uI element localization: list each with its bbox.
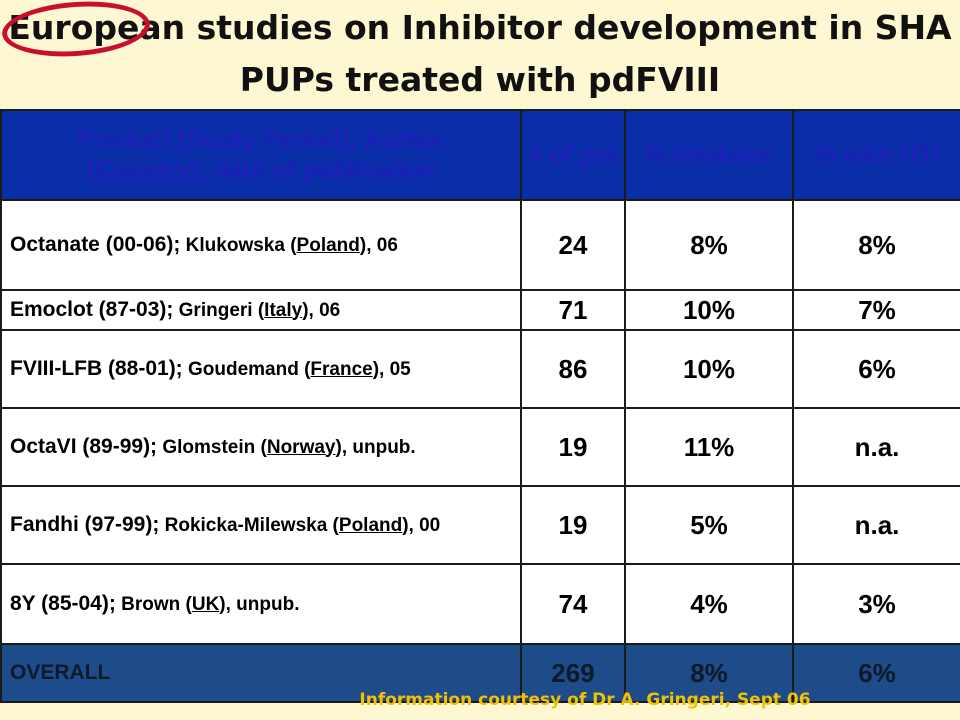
header-product: Product (Study Period); Author (Country),…: [0, 109, 522, 201]
row-hti: n.a.: [792, 485, 960, 565]
row-inhibitor: 10%: [624, 329, 794, 409]
row-country: Poland: [296, 234, 360, 256]
row-description: FVIII-LFB (88-01); Goudemand (France), 0…: [0, 329, 522, 409]
row-description: OctaVI (89-99); Glomstein (Norway), unpu…: [0, 407, 522, 487]
table-row: Emoclot (87-03); Gringeri (Italy), 06 71…: [0, 289, 960, 331]
row-description: Octanate (00-06); Klukowska (Poland), 06: [0, 199, 522, 291]
header-country: Country: [95, 156, 191, 184]
title-line-1: European studies on Inhibitor developmen…: [8, 8, 952, 47]
row-inhibitor: 5%: [624, 485, 794, 565]
row-pts: 24: [520, 199, 626, 291]
row-country: Poland: [338, 514, 403, 536]
header-pts: # of pts: [520, 109, 626, 201]
inhibitor-studies-table: Product (Study Period); Author (Country),…: [0, 109, 960, 703]
table-row: FVIII-LFB (88-01); Goudemand (France), 0…: [0, 329, 960, 409]
row-hti: 3%: [792, 563, 960, 645]
table-row: Fandhi (97-99); Rokicka-Milewska (Poland…: [0, 485, 960, 565]
row-pts: 74: [520, 563, 626, 645]
row-hti: 6%: [792, 329, 960, 409]
row-pts: 86: [520, 329, 626, 409]
overall-inhibitor: 8%: [624, 643, 794, 703]
overall-row: OVERALL 269 8% 6%: [0, 643, 960, 703]
row-pts: 71: [520, 289, 626, 331]
overall-label: OVERALL: [0, 643, 522, 703]
table-row: OctaVI (89-99); Glomstein (Norway), unpu…: [0, 407, 960, 487]
row-description: Fandhi (97-99); Rokicka-Milewska (Poland…: [0, 485, 522, 565]
title-line-2: PUPs treated with pdFVIII: [239, 60, 721, 99]
row-description: 8Y (85-04); Brown (UK), unpub.: [0, 563, 522, 645]
row-inhibitor: 4%: [624, 563, 794, 645]
row-hti: 8%: [792, 199, 960, 291]
row-country: France: [310, 358, 373, 380]
row-description: Emoclot (87-03); Gringeri (Italy), 06: [0, 289, 522, 331]
row-country: UK: [191, 593, 220, 615]
table-row: Octanate (00-06); Klukowska (Poland), 06…: [0, 199, 960, 291]
footer-credit: Information courtesy of Dr A. Gringeri, …: [359, 690, 811, 710]
overall-hti: 6%: [792, 643, 960, 703]
row-hti: 7%: [792, 289, 960, 331]
row-inhibitor: 8%: [624, 199, 794, 291]
row-hti: n.a.: [792, 407, 960, 487]
row-pts: 19: [520, 485, 626, 565]
row-inhibitor: 10%: [624, 289, 794, 331]
row-pts: 19: [520, 407, 626, 487]
table-header-row: Product (Study Period); Author (Country),…: [0, 109, 960, 201]
overall-pts: 269: [520, 643, 626, 703]
header-inhibitor: % Inhibitor: [624, 109, 794, 201]
header-hti: % with HTI: [792, 109, 960, 201]
row-inhibitor: 11%: [624, 407, 794, 487]
row-country: Italy: [264, 299, 303, 321]
row-country: Norway: [266, 436, 336, 458]
slide-title: European studies on Inhibitor developmen…: [0, 0, 960, 110]
table-row: 8Y (85-04); Brown (UK), unpub. 74 4% 3%: [0, 563, 960, 645]
